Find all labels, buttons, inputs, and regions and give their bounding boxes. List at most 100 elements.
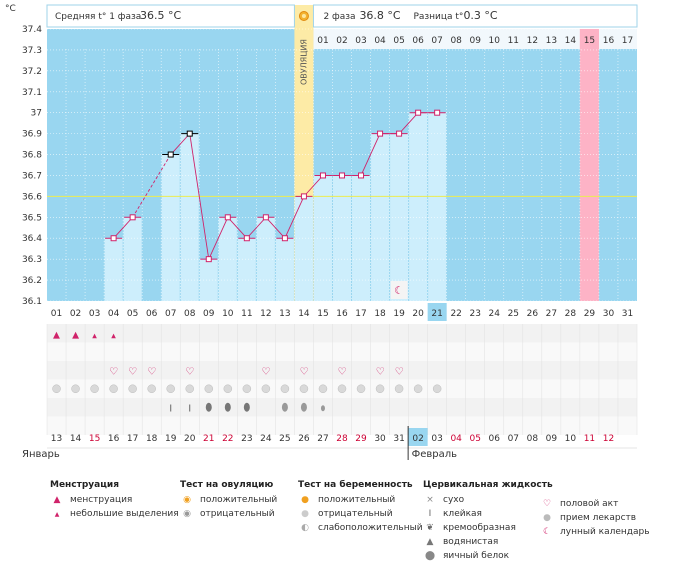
cycle-day-label: 17 [355,309,366,319]
cycle-day-label: 22 [450,309,461,319]
cycle-day-label: 31 [622,309,633,319]
pill-icon [185,384,194,393]
current-day-highlight [427,303,447,321]
diff-value: 0.3 °C [463,9,497,22]
pill-icon [242,384,252,393]
cycle-day-label: 24 [489,309,501,319]
date-label: 10 [565,434,577,444]
legend-ovulation-test: Тест на овуляцию ◉ положительный ◉ отрицат… [180,480,277,521]
creamy-icon: ❦ [426,523,434,533]
y-tick-label: 36.8 [22,151,42,161]
pill-icon [223,384,233,393]
temperature-point [339,172,345,179]
cycle-day-label: 29 [584,309,596,319]
temperature-point [129,214,136,221]
egg-white-icon [320,405,325,412]
heart-icon: ♡ [299,366,308,377]
pill-icon [52,384,61,393]
current-date-highlight [408,428,428,446]
heart-icon: ♡ [185,366,194,377]
menstruation-icon: ▲ [53,330,60,340]
creamy-icon [224,402,231,412]
post-ovulation-day-label: 05 [393,36,404,46]
heart-icon: ♡ [147,366,156,377]
post-ovulation-day-label: 11 [508,36,519,46]
cycle-day-label: 10 [222,309,234,319]
cycle-day-label: 06 [146,309,158,319]
month-label: Январь [22,449,60,460]
legend-menstruation-item: небольшие выделения [70,509,179,519]
temperature-line-segment [189,133,210,260]
y-tick-label: 36.2 [22,276,42,286]
legend-other-item: прием лекарств [560,513,637,523]
date-label: 15 [89,434,100,444]
pregnancy-positive-icon: ● [301,495,309,505]
pregnancy-weak-icon: ◐ [301,523,309,533]
y-tick-label: 37 [31,109,42,119]
post-ovulation-day-label: 07 [431,36,442,46]
pill-icon [261,384,271,393]
legend-pregnancy-test: Тест на беременность ● положительный ● отр… [298,480,423,535]
temperature-bar [352,175,371,301]
post-ovulation-day-label: 06 [412,36,424,46]
temperature-bar [256,217,275,301]
heart-icon: ♡ [338,366,347,377]
post-ovulation-day-label: 04 [374,36,386,46]
ovulation-positive-icon: ◉ [183,495,191,505]
post-ovulation-day-label: 03 [355,36,366,46]
temperature-point [167,151,174,158]
cycle-day-label: 11 [241,309,252,319]
temperature-bar [313,175,332,301]
date-label: 29 [355,434,367,444]
ovulation-negative-icon: ◉ [183,509,191,519]
pill-icon [413,384,423,393]
date-label: 03 [431,434,442,444]
pill-icon [280,384,290,393]
temperature-point [415,109,422,116]
date-label: 16 [108,434,120,444]
pill-icon [318,384,328,393]
annotation-row [47,416,637,435]
pill-icon [356,384,366,393]
legend-menstruation: Менструация ▲ менструация ▲ небольшие выде… [50,480,179,521]
temperature-bar [199,259,218,301]
y-tick-label: 36.3 [22,255,42,265]
legend-cervical-item: клейкая [443,509,482,519]
legend-cervical-item: водянистая [443,537,499,547]
legend-ovulation-item: положительный [200,495,278,505]
temperature-point [224,214,231,221]
date-label: 28 [336,434,348,444]
legend-ovulation-test-title: Тест на овуляцию [180,480,274,490]
legend-menstruation-title: Менструация [50,480,119,490]
cycle-day-label: 30 [603,309,615,319]
temperature-bar [390,133,409,301]
legend-cervical-item: яичный белок [443,551,510,561]
temperature-point [300,193,307,200]
temperature-point [186,130,193,137]
date-label: 07 [508,434,519,444]
date-label: 19 [165,434,177,444]
cycle-day-label: 15 [317,309,328,319]
menstruation-icon: ▲ [53,495,61,505]
post-ovulation-day-label: 15 [584,36,595,46]
temperature-line-segment [265,217,286,239]
y-tick-label: 36.5 [22,213,42,223]
post-ovulation-day-label: 10 [489,36,501,46]
legend-other-item: лунный календарь [560,527,650,537]
temperature-line-segment [113,217,133,239]
temperature-point [377,130,384,137]
post-ovulation-day-label: 12 [527,36,538,46]
date-label: 08 [527,434,539,444]
y-tick-label: 37.2 [22,67,42,77]
pill-icon [166,384,175,393]
cycle-day-label: 23 [469,309,480,319]
cycle-day-label: 03 [89,309,100,319]
sticky-icon: I [188,403,191,414]
heart-icon: ♡ [128,366,137,377]
cycle-day-label: 18 [374,309,386,319]
post-ovulation-day-label: 17 [622,36,633,46]
legend-ovulation-item: отрицательный [200,509,275,519]
temperature-line-segment [170,133,191,155]
y-tick-label: 37.4 [22,25,42,35]
heart-icon: ♡ [542,499,552,509]
